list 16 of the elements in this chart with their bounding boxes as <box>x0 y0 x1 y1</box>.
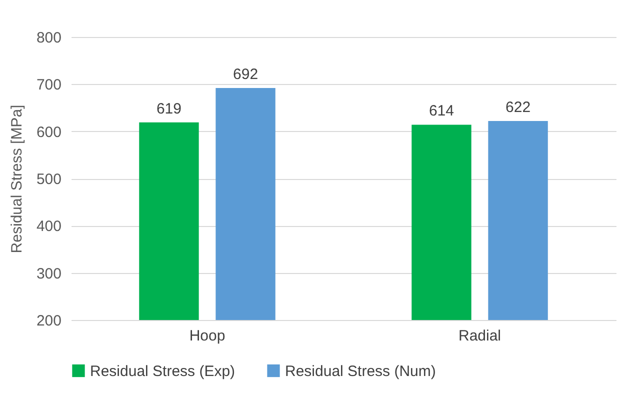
y-tick-label: 300 <box>36 265 62 282</box>
legend-label: Residual Stress (Num) <box>285 362 436 380</box>
y-tick-label: 400 <box>36 218 62 236</box>
y-tick-label: 700 <box>36 76 62 94</box>
y-axis-title: Residual Stress [MPa] <box>8 104 26 254</box>
data-label: 622 <box>506 98 531 116</box>
y-tick-label: 600 <box>36 124 62 141</box>
data-label: 614 <box>428 102 454 120</box>
y-tick-label: 200 <box>36 312 62 330</box>
x-tick-label: Hoop <box>189 328 226 344</box>
data-label: 692 <box>233 66 258 83</box>
y-tick-label: 500 <box>36 171 62 188</box>
x-tick-label: Radial <box>458 328 502 344</box>
legend-label: Residual Stress (Exp) <box>90 362 236 380</box>
data-label: 619 <box>156 100 182 118</box>
y-tick-label: 800 <box>36 30 62 46</box>
